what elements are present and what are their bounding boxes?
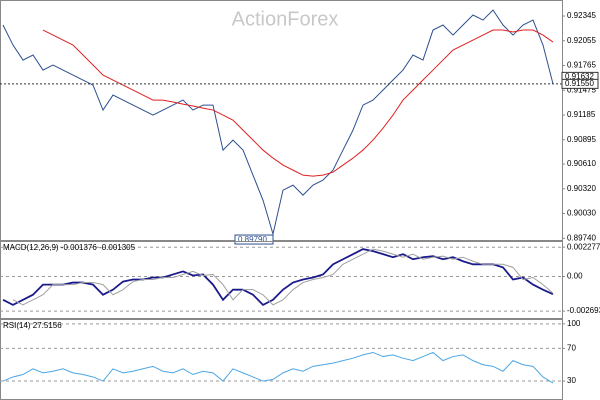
- y-tick-label: 0.91475: [567, 85, 596, 94]
- watermark: ActionForex: [232, 8, 339, 30]
- series-line: [2, 351, 554, 384]
- price-label: 0.91632: [565, 72, 594, 81]
- y-tick-label: 0.00: [567, 272, 583, 281]
- y-tick-label: 0.90320: [567, 184, 596, 193]
- y-tick-label: 70: [567, 343, 576, 352]
- series-line: [2, 9, 554, 237]
- y-tick-label: 0.90895: [567, 135, 596, 144]
- panel-title: RSI(14) 27.5156: [3, 321, 62, 330]
- panel-frame: [0, 0, 563, 241]
- y-tick-label: 0.90030: [567, 209, 596, 218]
- y-tick-label: 0.92345: [567, 11, 596, 20]
- y-tick-label: -0.002693: [567, 306, 600, 315]
- y-tick-label: 0.91765: [567, 61, 596, 70]
- price-box: [561, 78, 599, 89]
- series-line: [42, 29, 554, 177]
- panel-frame: [0, 241, 563, 319]
- y-tick-label: 0.89740: [567, 233, 596, 242]
- price-label: 0.91550: [565, 79, 594, 88]
- y-tick-label: 100: [567, 319, 581, 328]
- series-line: [2, 248, 554, 306]
- y-tick-label: 0.92055: [567, 36, 596, 45]
- panel-title: MACD(12,26,9) -0.001376 -0.001305: [3, 243, 136, 252]
- low-label: 0.89790: [238, 235, 267, 244]
- y-tick-label: 0.91185: [567, 110, 596, 119]
- y-tick-label: 0.90610: [567, 159, 596, 168]
- y-tick-label: 0.002277: [567, 242, 600, 251]
- series-line: [12, 248, 554, 306]
- low-box: [234, 234, 274, 245]
- y-tick-label: 30: [567, 376, 576, 385]
